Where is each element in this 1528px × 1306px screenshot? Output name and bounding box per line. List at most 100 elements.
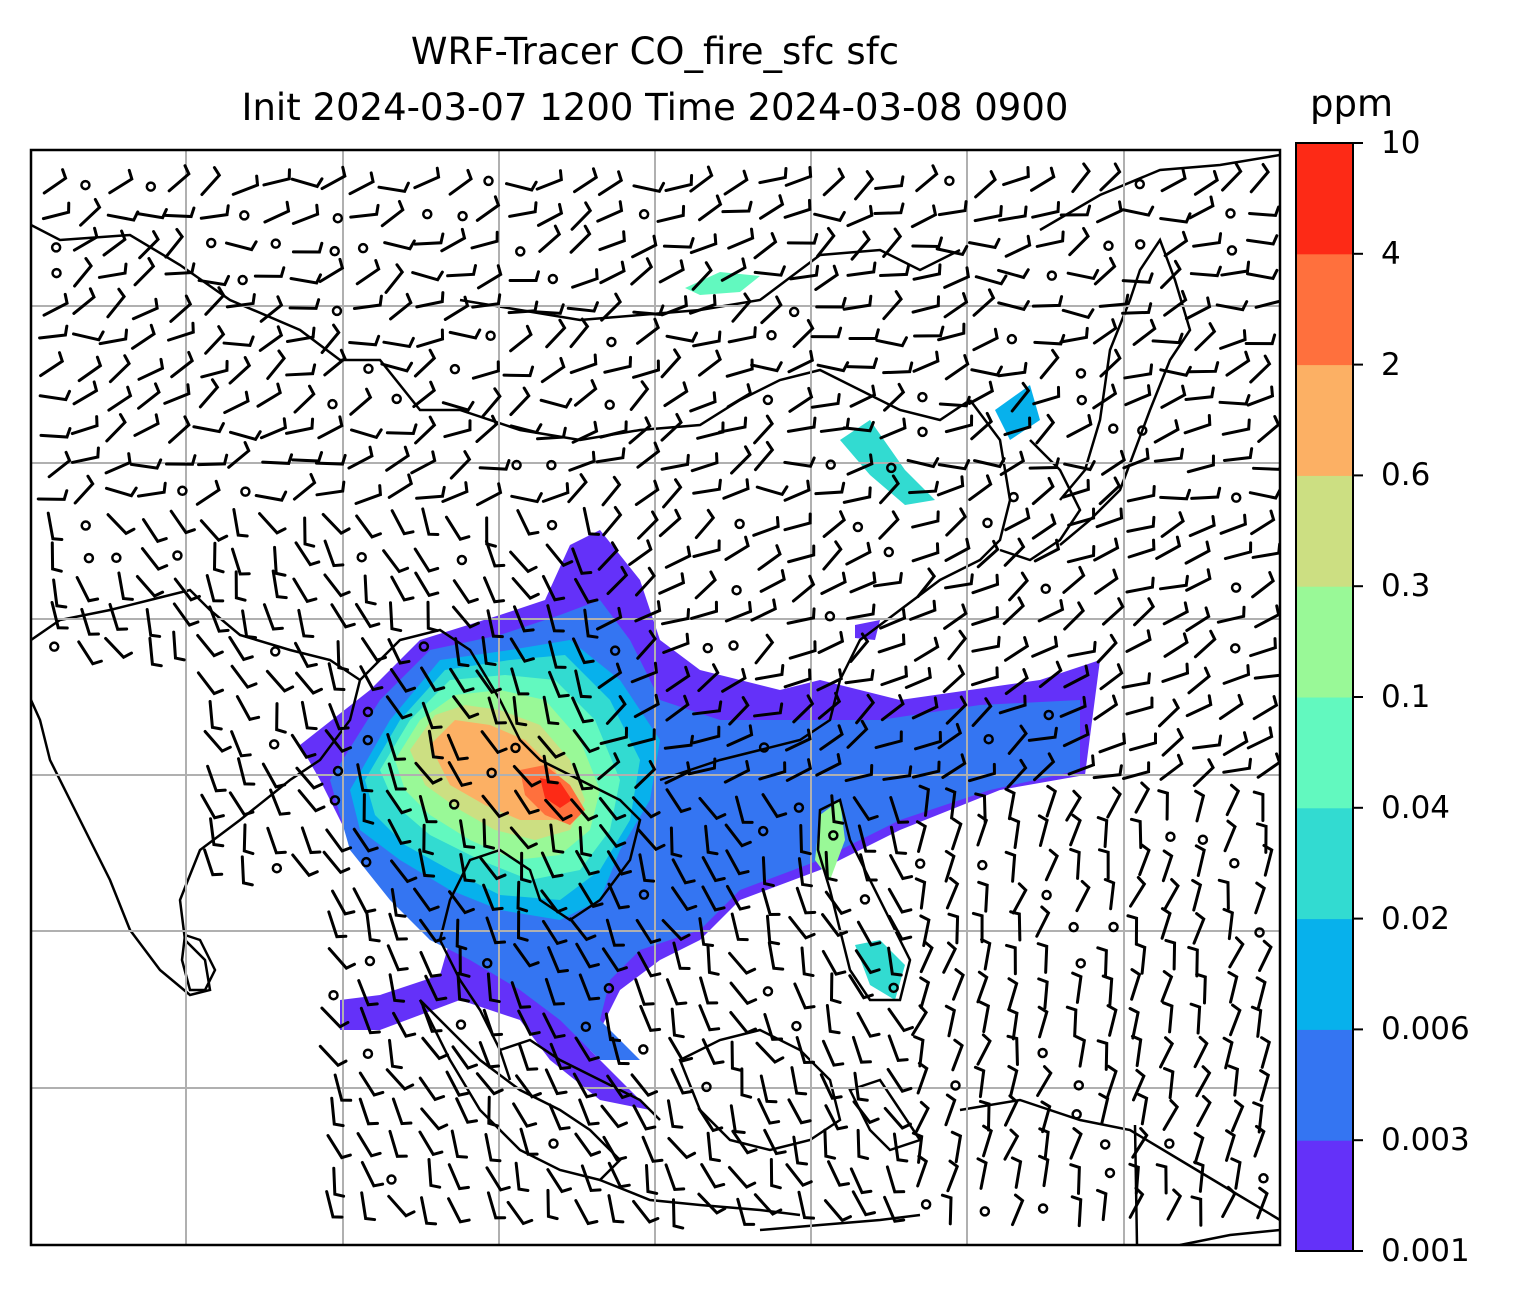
wind-barb <box>1189 265 1222 278</box>
calm-wind-marker <box>944 175 955 187</box>
wind-barb <box>851 1035 872 1064</box>
colorbar-swatch <box>1296 143 1353 255</box>
wind-barb <box>1229 1003 1242 1037</box>
wind-barb <box>1225 783 1241 817</box>
wind-barb <box>972 288 996 317</box>
wind-barb <box>130 323 156 350</box>
wind-barb <box>256 382 282 408</box>
calm-wind-marker <box>449 363 461 375</box>
wind-barb <box>722 478 750 500</box>
wind-barb <box>792 694 815 724</box>
wind-barb <box>544 1068 568 1096</box>
wind-barb <box>1099 348 1122 378</box>
wind-barb <box>666 1099 684 1129</box>
wind-barb <box>664 545 692 569</box>
wind-barb <box>822 167 846 197</box>
wind-barb <box>388 1038 403 1070</box>
wind-barb <box>570 201 593 231</box>
wind-barb <box>912 350 940 373</box>
wind-barb <box>752 515 780 537</box>
wind-barb <box>1253 1124 1266 1158</box>
wind-barb <box>951 817 963 851</box>
colorbar-swatch <box>1296 253 1353 366</box>
wind-barb <box>38 324 69 340</box>
wind-barb <box>290 177 324 189</box>
wind-barb <box>1125 576 1155 594</box>
wind-barb <box>223 390 250 415</box>
wind-barb <box>1125 629 1152 653</box>
calm-wind-marker <box>456 554 468 566</box>
wind-barb <box>385 1068 415 1091</box>
wind-barb <box>359 1006 381 1035</box>
wind-barb <box>671 1198 685 1230</box>
wind-barb <box>882 227 903 258</box>
calm-wind-marker <box>362 706 374 718</box>
wind-barb <box>1222 757 1252 774</box>
wind-barb <box>976 813 989 847</box>
wind-barb <box>637 951 662 978</box>
wind-barb <box>291 450 324 463</box>
calm-wind-marker <box>1075 368 1087 379</box>
wind-barb <box>1010 381 1031 413</box>
wind-barb <box>885 1165 906 1194</box>
wind-barb <box>42 292 69 317</box>
wind-barb <box>1215 300 1249 312</box>
wind-barb <box>670 1067 694 1095</box>
calm-wind-marker <box>791 1020 802 1032</box>
wind-barb <box>667 1136 697 1160</box>
wind-barb <box>691 261 713 291</box>
wind-barb <box>326 1134 352 1160</box>
wind-barb <box>697 1192 727 1215</box>
wind-barb <box>886 1067 913 1093</box>
wind-barb <box>80 607 100 636</box>
wind-barb <box>945 695 968 725</box>
wind-barb <box>446 733 469 761</box>
wind-barb <box>418 848 436 878</box>
wind-barb <box>285 417 315 435</box>
wind-barb <box>724 823 752 848</box>
wind-barb <box>362 793 375 825</box>
wind-barb <box>1155 535 1182 560</box>
wind-barb <box>1094 568 1119 595</box>
wind-barb <box>517 1009 541 1036</box>
wind-barb <box>816 361 850 373</box>
wind-barb <box>228 791 255 817</box>
wind-barb <box>728 696 750 726</box>
wind-barb <box>484 539 506 568</box>
wind-barb <box>757 1098 781 1125</box>
wind-barb <box>418 1130 444 1157</box>
wind-barb <box>1106 1064 1118 1098</box>
wind-barb <box>1059 695 1087 718</box>
wind-barb <box>1005 943 1017 976</box>
wind-barb <box>387 473 414 499</box>
colorbar-swatch <box>1296 586 1353 698</box>
wind-barb <box>662 478 683 509</box>
wind-barb <box>455 918 468 951</box>
wind-barb <box>911 236 943 249</box>
wind-barb <box>630 257 654 286</box>
wind-barb <box>1035 413 1056 445</box>
wind-barb <box>970 365 1003 377</box>
wind-barb <box>944 354 970 381</box>
calm-wind-marker <box>240 486 251 497</box>
wind-barb <box>1249 637 1277 658</box>
wind-barb <box>164 227 185 259</box>
wind-barb <box>485 1166 511 1192</box>
calm-wind-marker <box>1104 1167 1116 1179</box>
wind-barb <box>269 788 291 816</box>
wind-barb <box>1163 878 1180 911</box>
wind-barb <box>448 328 482 340</box>
wind-barb <box>549 823 565 854</box>
calm-wind-marker <box>1226 245 1238 256</box>
wind-barb <box>574 1199 599 1226</box>
calm-wind-marker <box>329 795 341 806</box>
wind-barb <box>1160 907 1172 940</box>
wind-barb <box>1161 727 1185 757</box>
wind-barb <box>689 233 718 255</box>
wind-barb <box>354 602 381 629</box>
wind-barb <box>578 882 604 909</box>
wind-barb <box>413 348 437 378</box>
wind-barb <box>943 603 968 630</box>
wind-barb <box>318 1044 348 1068</box>
wind-barb <box>783 512 812 532</box>
